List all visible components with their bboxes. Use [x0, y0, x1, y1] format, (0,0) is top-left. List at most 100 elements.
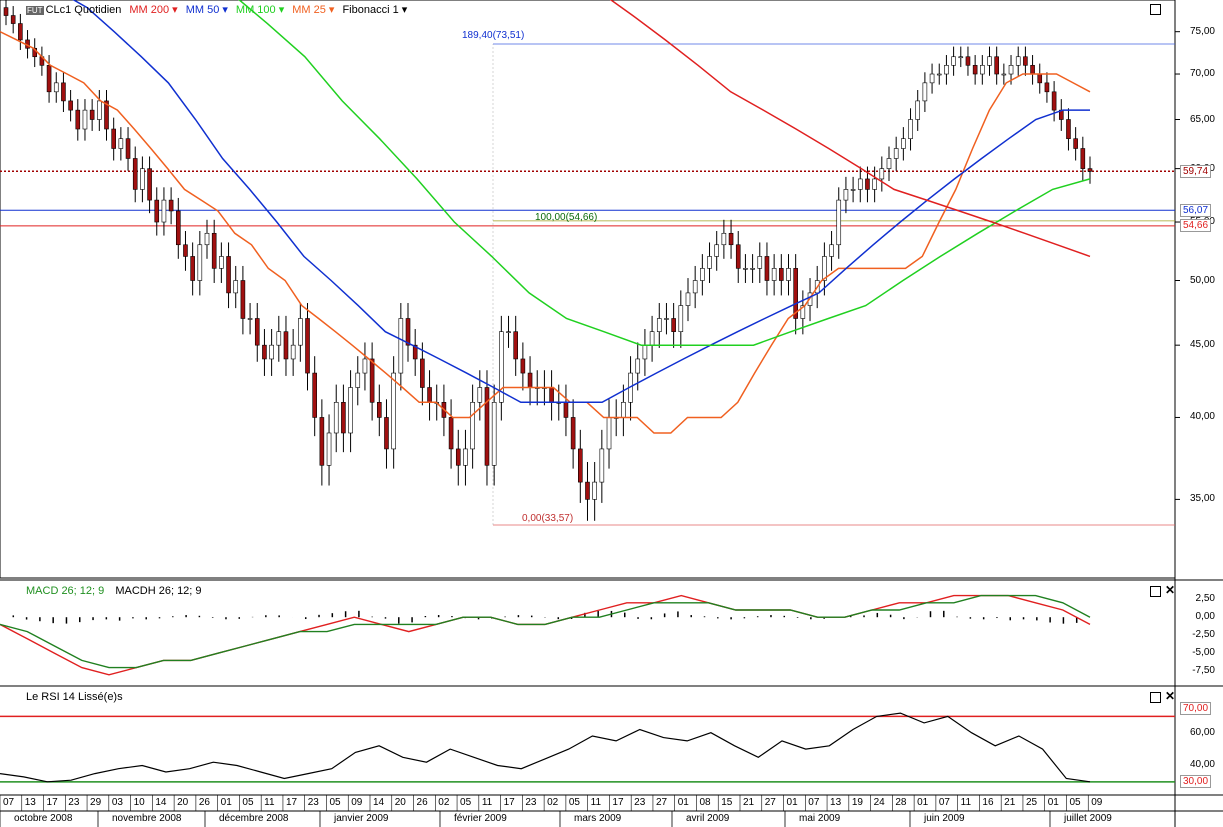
x-day-label: 24 [873, 797, 885, 808]
candle-body [305, 318, 310, 374]
macdh-legend[interactable]: MACDH 26; 12; 9 [115, 585, 202, 597]
candle-body [728, 232, 734, 246]
candle-body [958, 56, 964, 59]
x-day-label: 01 [786, 797, 798, 808]
x-day-label: 09 [1091, 797, 1103, 808]
candle-body [1037, 73, 1043, 84]
x-day-label: 11 [264, 797, 275, 808]
candle-body [635, 358, 641, 374]
maximize-icon[interactable] [1150, 586, 1161, 597]
candle-body [735, 244, 741, 269]
close-icon[interactable]: ✕ [1165, 689, 1176, 703]
maximize-icon[interactable] [1150, 692, 1161, 703]
candle-body [326, 432, 332, 466]
candle-body [362, 358, 368, 374]
x-day-label: 14 [373, 797, 385, 808]
x-day-label: 05 [242, 797, 254, 808]
price-panel-header: FUT CLc1 Quotidien MM 200 ▾ MM 50 ▾ MM 100 ▾… [26, 3, 423, 17]
candle-body [376, 402, 382, 418]
x-day-label: 27 [764, 797, 776, 808]
rsi-panel-header: Le RSI 14 Lissé(e)s [26, 690, 131, 704]
y-tick-label: 40,00 [1189, 411, 1215, 423]
candle-body [685, 292, 691, 306]
x-day-label: 07 [808, 797, 820, 808]
x-day-label: 05 [1069, 797, 1081, 808]
candle-body [283, 331, 289, 360]
x-day-label: 23 [307, 797, 319, 808]
macd-legend[interactable]: MACD 26; 12; 9 [26, 585, 105, 597]
x-day-label: 11 [960, 797, 972, 808]
macd-line [0, 594, 1091, 676]
x-day-label: 08 [699, 797, 711, 808]
candle-body [757, 256, 763, 269]
candle-body [621, 402, 626, 418]
candle-body [527, 372, 533, 388]
candle-body [800, 305, 806, 319]
candle-body [125, 138, 131, 159]
candle-body [843, 189, 849, 201]
candle-body [893, 148, 899, 159]
candle-body [1073, 138, 1078, 149]
candle-body [994, 56, 999, 75]
indicator-menu[interactable]: MM 25 ▾ [292, 4, 335, 16]
candle-body [10, 15, 16, 24]
x-day-label: 03 [111, 797, 123, 808]
rsi-legend[interactable]: Le RSI 14 Lissé(e)s [26, 691, 123, 703]
candle-body [333, 402, 339, 434]
rsi-level-tag-70: 70,00 [1180, 702, 1212, 715]
x-day-label: 23 [68, 797, 80, 808]
candle-body [3, 7, 9, 16]
x-day-label: 16 [982, 797, 994, 808]
candle-body [132, 158, 138, 190]
candle-body [405, 318, 411, 346]
x-day-label: 23 [634, 797, 646, 808]
x-day-label: 28 [895, 797, 907, 808]
candle-body [477, 387, 483, 403]
candle-body [470, 402, 475, 450]
candle-body [922, 82, 928, 102]
x-day-label: 05 [329, 797, 341, 808]
indicator-menu[interactable]: MM 50 ▾ [185, 4, 228, 16]
fib-annotation-mid: 100,00(54,66) [535, 212, 598, 223]
candle-body [606, 417, 612, 450]
x-day-label: 25 [1025, 797, 1038, 808]
candle-body [972, 65, 978, 75]
candle-body [549, 387, 554, 403]
candle-body [319, 417, 325, 466]
symbol-menu[interactable]: CLc1 Quotidien [45, 4, 122, 16]
x-day-label: 15 [721, 797, 733, 808]
macd-y-tick-label: -5,00 [1192, 647, 1215, 659]
candle-body [599, 448, 605, 483]
indicator-menu[interactable]: MM 200 ▾ [129, 4, 178, 16]
x-day-label: 20 [394, 797, 406, 808]
x-month-label: mars 2009 [574, 813, 622, 824]
macd-y-tick-label: 0,00 [1195, 611, 1215, 623]
close-icon[interactable]: ✕ [1165, 583, 1176, 597]
candle-body [1080, 148, 1086, 169]
macd-signal-line [0, 594, 1091, 669]
candle-body [211, 232, 217, 269]
candle-body [850, 189, 856, 191]
candle-body [140, 168, 145, 190]
candle-body [520, 358, 526, 374]
maximize-icon[interactable] [1150, 4, 1161, 15]
x-day-label: 27 [655, 797, 668, 808]
y-tick-label: 45,00 [1189, 339, 1215, 351]
candle-body [491, 402, 497, 466]
candle-body [642, 344, 648, 360]
candle-body [53, 82, 59, 93]
candle-body [61, 82, 66, 102]
indicator-menu[interactable]: Fibonacci 1 ▾ [342, 4, 408, 16]
candle-body [154, 199, 160, 223]
indicator-menu[interactable]: MM 100 ▾ [235, 4, 285, 16]
macd-y-tick-label: 2,50 [1195, 593, 1215, 605]
candle-body [226, 256, 231, 294]
candle-body [592, 481, 597, 500]
candle-body [75, 109, 81, 130]
candle-body [1066, 119, 1071, 139]
candle-body [298, 318, 303, 346]
candle-body [384, 417, 389, 450]
candle-body [355, 372, 361, 388]
candle-body [118, 138, 124, 149]
x-day-label: 20 [177, 797, 189, 808]
